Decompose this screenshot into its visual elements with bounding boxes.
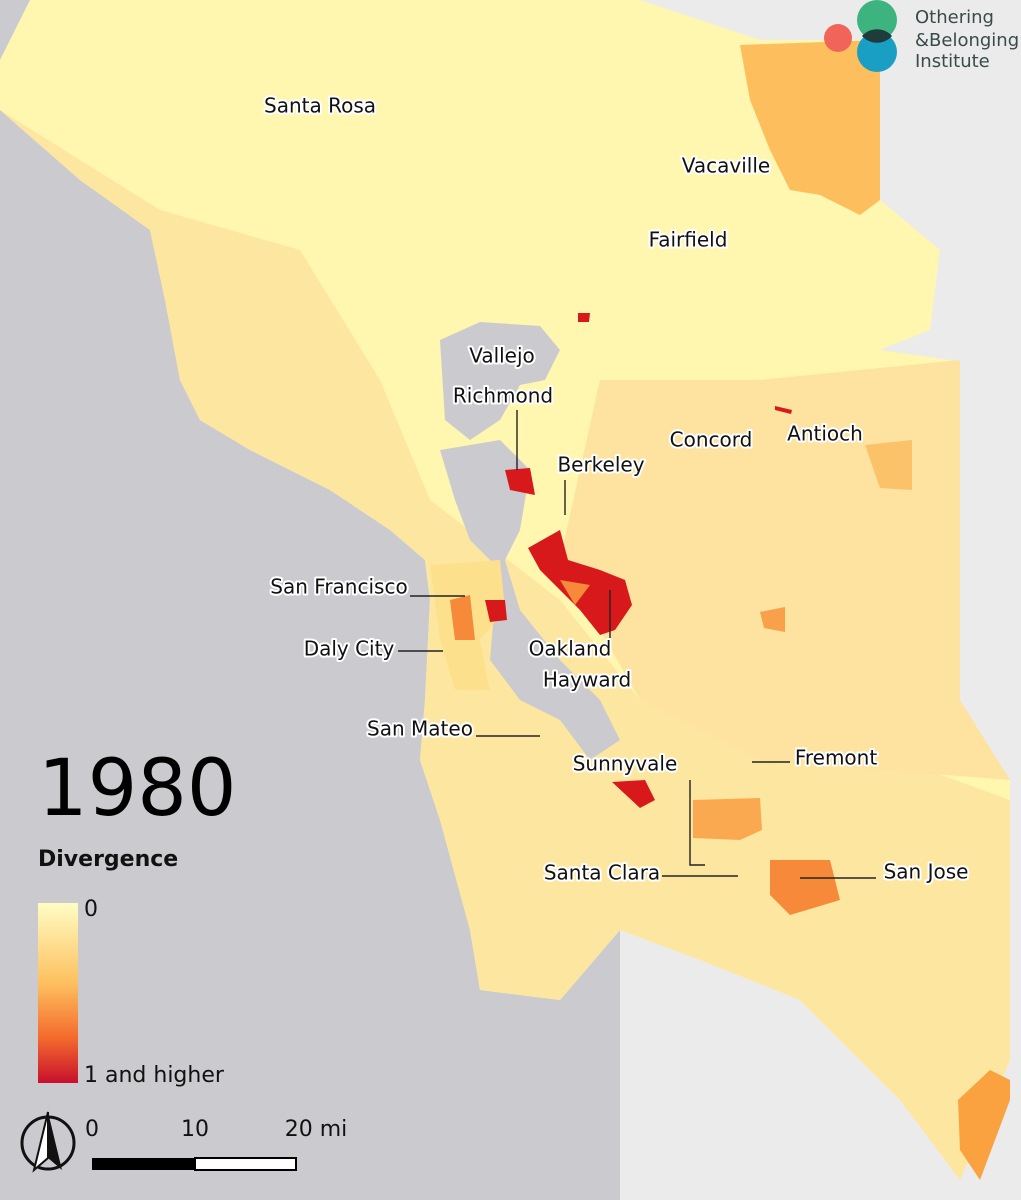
- north-needle: [32, 1111, 49, 1173]
- logo-circle: [824, 24, 852, 52]
- city-label: San Mateo: [367, 717, 473, 741]
- north-arrow: [20, 1111, 76, 1173]
- logo: Othering &Belonging Institute: [824, 0, 1019, 72]
- city-label: Sunnyvale: [573, 752, 678, 776]
- area: [770, 860, 840, 915]
- hotspot: [505, 468, 535, 495]
- legend-min: 0: [84, 897, 98, 922]
- city-label: Fairfield: [649, 228, 728, 252]
- hotspot: [485, 600, 507, 622]
- region: [760, 607, 785, 632]
- city-label: Santa Rosa: [264, 94, 376, 118]
- city-label: Santa Clara: [544, 861, 660, 885]
- legend-max: 1 and higher: [84, 1063, 225, 1088]
- city-label: Vacaville: [682, 154, 770, 178]
- scale-label: 0: [85, 1117, 99, 1142]
- scale-bar: [194, 1157, 297, 1171]
- city-label: Richmond: [453, 384, 553, 408]
- scale-label: 20 mi: [285, 1117, 348, 1142]
- legend-title: Divergence: [38, 847, 178, 872]
- logo-text: Othering: [915, 7, 994, 28]
- bay: [440, 440, 620, 760]
- scale-label: 10: [181, 1117, 209, 1142]
- hotspot: [612, 780, 655, 808]
- region: [958, 1070, 1010, 1180]
- region: [740, 40, 880, 215]
- city-label: Berkeley: [557, 453, 644, 477]
- area: [560, 580, 590, 605]
- city-label: San Jose: [884, 860, 969, 884]
- city-label: Daly City: [304, 637, 395, 661]
- year-title: 1980: [38, 744, 237, 834]
- region: [865, 440, 912, 490]
- bay: [440, 322, 560, 440]
- north-needle: [48, 1112, 62, 1170]
- scale-bar: [92, 1158, 195, 1170]
- logo-circle: [857, 0, 897, 40]
- region: [693, 798, 762, 840]
- hotspot: [528, 530, 632, 635]
- logo-text: Institute: [915, 51, 990, 72]
- leader-lines: [398, 410, 876, 879]
- city-label: Concord: [670, 428, 753, 452]
- city-label: San Francisco: [270, 575, 407, 599]
- logo-circle: [857, 32, 897, 72]
- area: [450, 595, 475, 640]
- city-label: Vallejo: [469, 344, 535, 368]
- city-label: Fremont: [795, 746, 878, 770]
- city-label: Hayward: [543, 668, 631, 692]
- city-label: Antioch: [787, 422, 863, 446]
- logo-overlap: [862, 29, 892, 43]
- hotspot: [775, 406, 792, 414]
- hotspot: [578, 313, 590, 322]
- leader-line: [689, 780, 705, 866]
- mid-areas: [450, 580, 840, 915]
- logo-text: &Belonging: [915, 30, 1019, 51]
- legend-gradient: [38, 903, 78, 1083]
- city-label: Oakland: [529, 637, 612, 661]
